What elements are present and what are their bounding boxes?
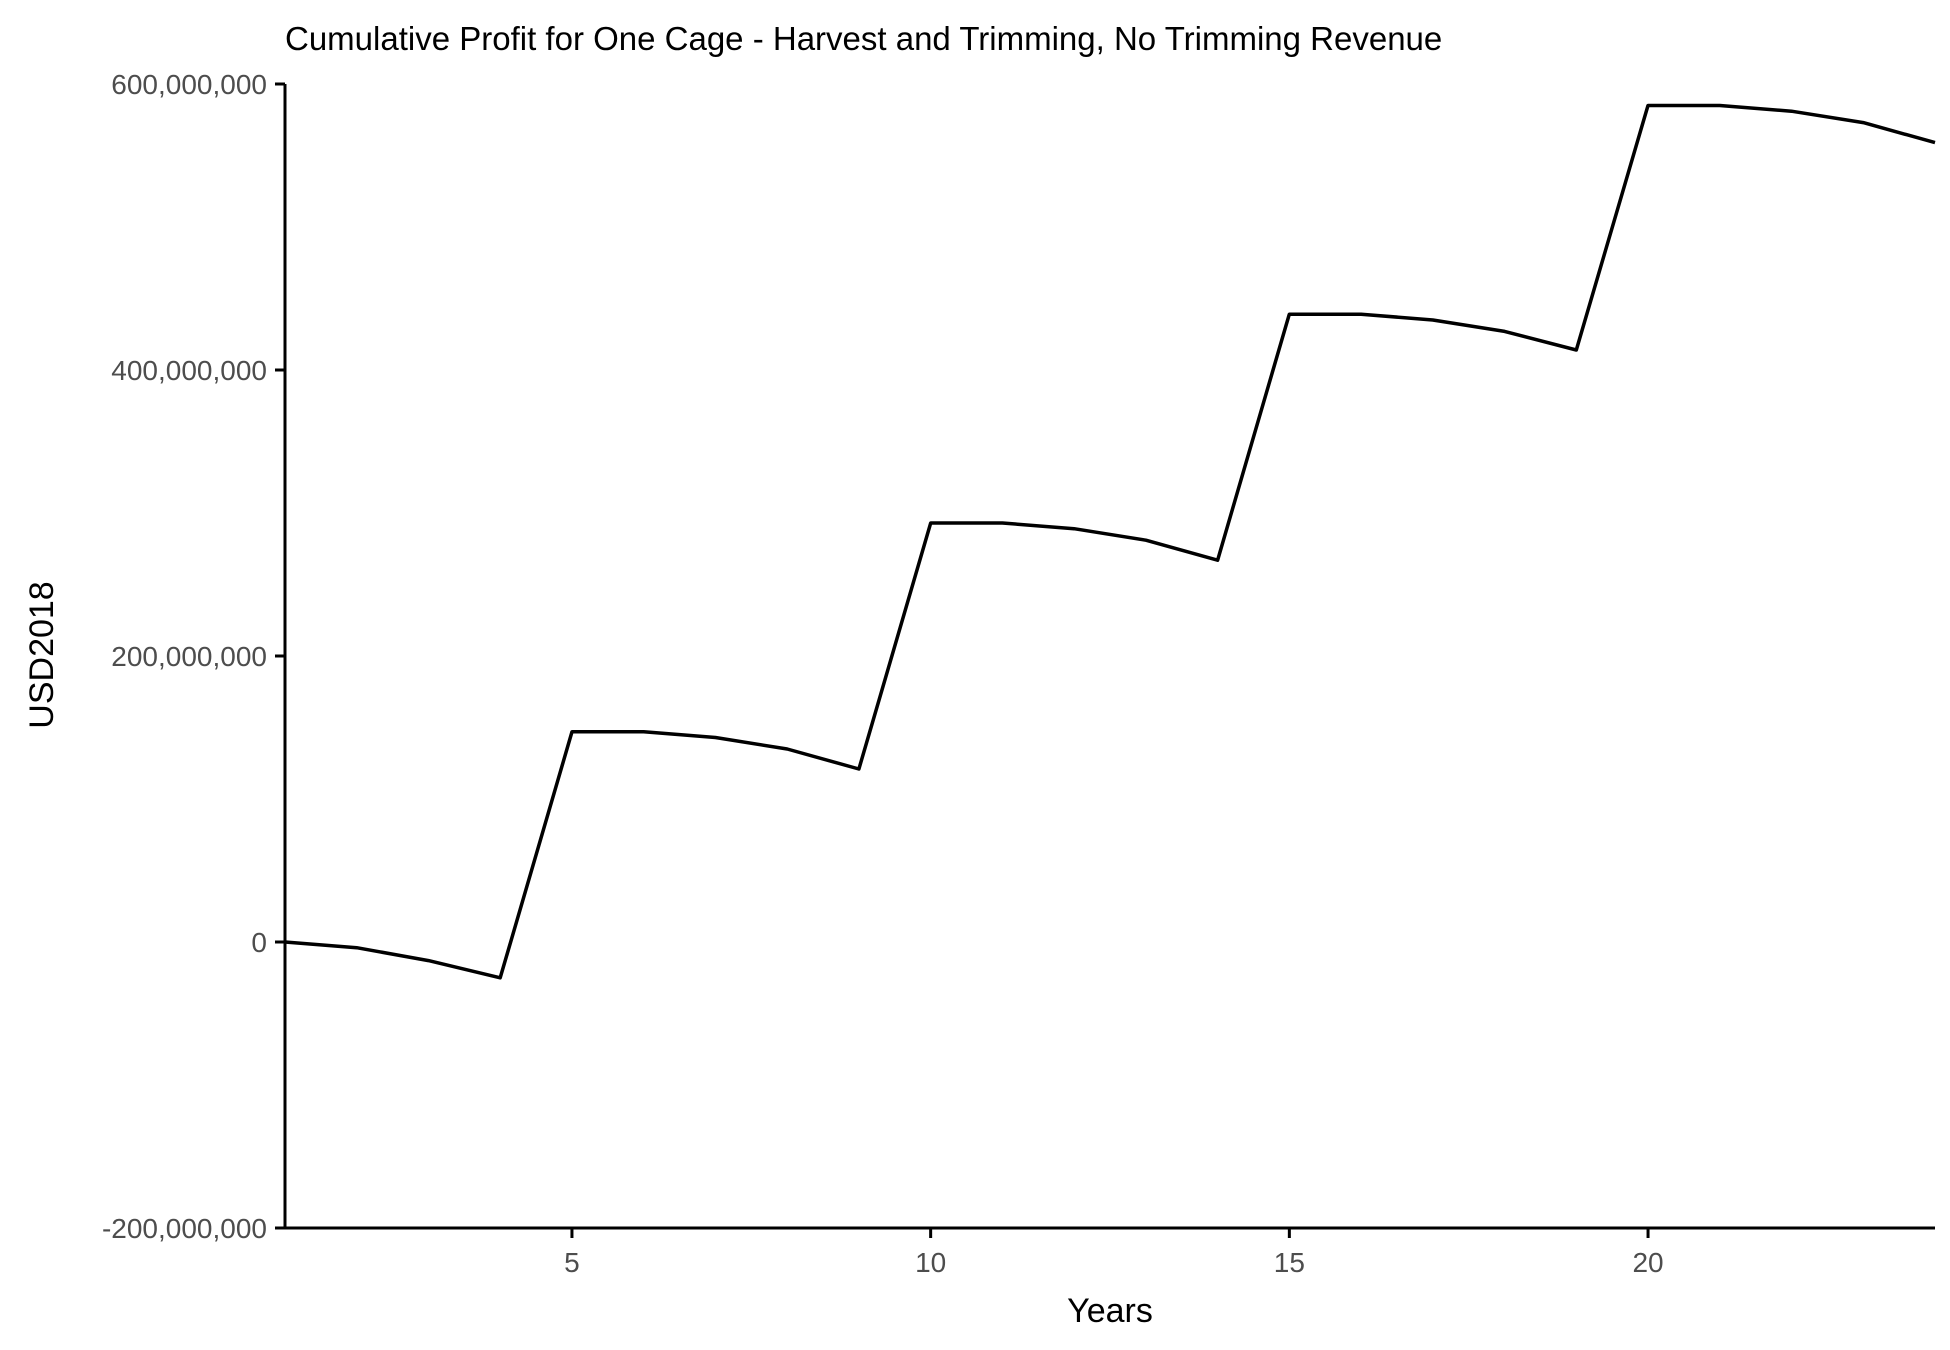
y-tick-label: 600,000,000: [111, 69, 267, 100]
y-tick-label: -200,000,000: [102, 1213, 267, 1244]
y-tick-label: 400,000,000: [111, 355, 267, 386]
x-axis-label: Years: [1067, 1292, 1153, 1330]
x-tick-label: 5: [564, 1247, 580, 1278]
y-axis: -200,000,000 0 200,000,000 400,000,000 600,0…: [102, 69, 287, 1244]
series-line: [284, 103, 1936, 980]
y-tick-label: 0: [251, 927, 267, 958]
x-axis: 5 10 15 20: [285, 1226, 1935, 1278]
y-tick-label: 200,000,000: [111, 641, 267, 672]
plot-area: [284, 103, 1936, 980]
x-tick-label: 20: [1632, 1247, 1663, 1278]
chart-title: Cumulative Profit for One Cage - Harvest…: [285, 20, 1442, 57]
x-tick-label: 15: [1274, 1247, 1305, 1278]
y-axis-label: USD2018: [23, 581, 61, 728]
x-tick-label: 10: [915, 1247, 946, 1278]
